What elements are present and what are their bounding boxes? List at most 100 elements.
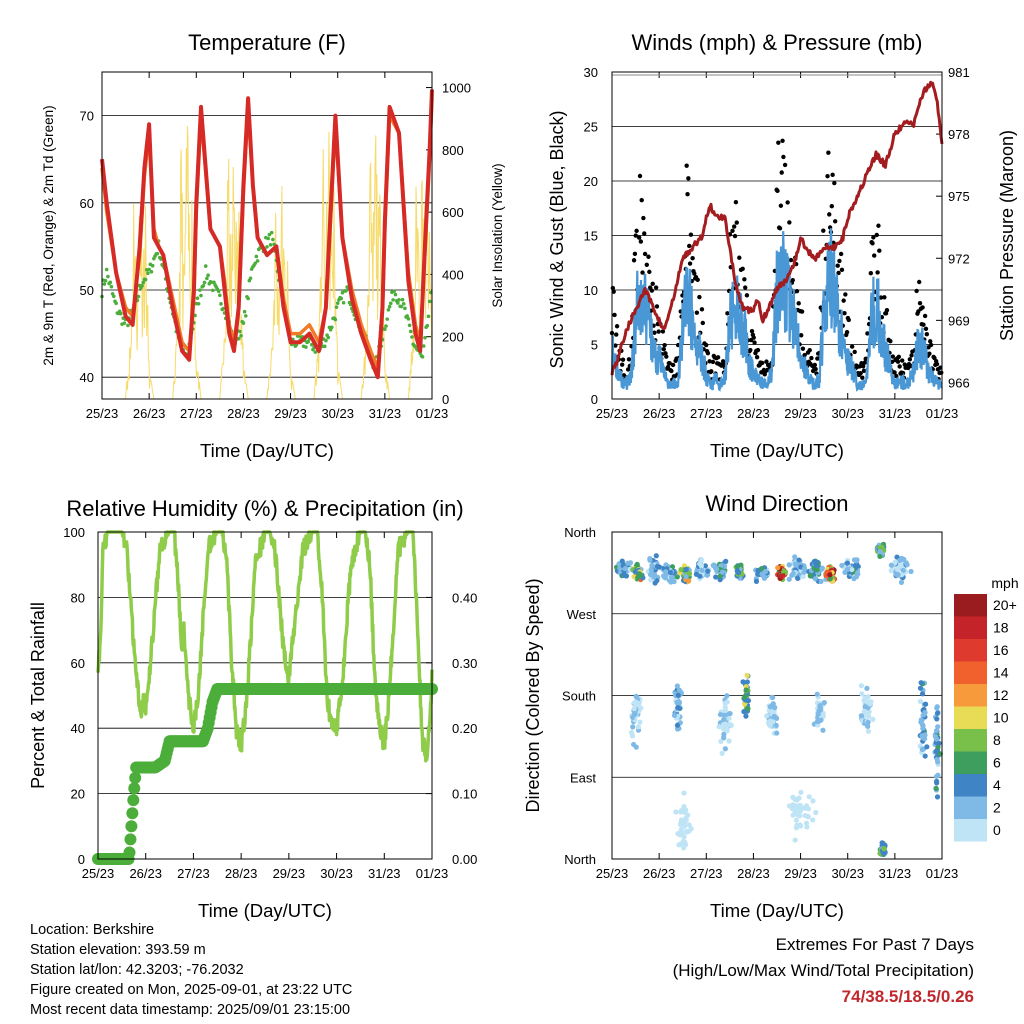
direction-point [818,578,824,585]
gust-point [868,271,874,276]
dewpoint-point [265,245,269,249]
gust-point [733,200,739,205]
gust-point [862,360,868,365]
dewpoint-point [324,338,328,343]
gust-point [732,233,738,239]
gust-point [690,255,695,261]
gust-point [832,180,837,186]
gust-point [896,354,902,359]
y-right-tick-label: 0.40 [452,590,477,605]
direction-point [773,722,779,728]
direction-point [800,573,806,580]
dewpoint-point [268,243,273,247]
y-right-tick-label: 0.00 [452,852,477,867]
gust-point [670,362,676,368]
direction-point [721,716,727,723]
latlon-text: Station lat/lon: 42.3203; -76.2032 [30,962,244,978]
gust-point [654,304,660,309]
direction-point [721,734,727,741]
gust-point [656,329,661,334]
direction-point [654,577,660,584]
direction-point [864,685,870,691]
gust-point [640,270,645,275]
direction-point [772,704,778,711]
gust-point [644,262,649,267]
direction-point [917,685,924,691]
dewpoint-point [246,296,250,301]
gust-point [636,235,642,240]
dewpoint-point [425,323,430,328]
direction-point [745,706,751,712]
gust-point [743,285,748,290]
direction-point [636,701,642,707]
x-tick-label: 01/23 [926,866,959,881]
gust-point [892,370,897,375]
direction-point [762,569,768,575]
gust-point [652,330,657,335]
y-tick-label: 60 [80,196,94,211]
extremes-heading: Extremes For Past 7 Days [775,935,974,954]
gust-point [742,277,747,282]
direction-point [628,729,635,736]
dewpoint-point [198,288,202,292]
direction-point [792,837,798,843]
gust-point [692,271,697,276]
direction-point [880,850,886,856]
direction-point [671,712,678,719]
dewpoint-point [391,298,395,302]
gust-point [715,355,721,360]
dewpoint-point [141,280,146,285]
direction-point [821,700,827,706]
dewpoint-point [221,306,226,311]
gust-point [917,301,923,306]
gust-point [694,310,700,315]
chart-2-ylabel-right: Station Pressure (Maroon) [997,130,1017,341]
chart-4-ylabel: Direction (Colored By Speed) [523,578,543,812]
dewpoint-point [147,267,151,272]
direction-point [637,719,643,725]
gust-point [928,339,933,344]
x-tick-label: 30/23 [321,406,354,421]
direction-point [681,790,687,796]
direction-point [807,573,813,579]
direction-point [922,753,928,759]
direction-point [714,566,720,572]
x-tick-label: 29/23 [784,406,817,421]
extremes-subheading: (High/Low/Max Wind/Total Precipitation) [672,961,974,980]
direction-point [619,558,625,564]
gust-point [934,361,940,367]
gust-point [852,349,857,355]
y-right-tick-label: 975 [948,189,970,204]
direction-point [922,709,928,716]
direction-point [933,728,940,734]
direction-point [632,569,638,575]
dewpoint-point [146,271,150,276]
elevation-text: Station elevation: 393.59 m [30,942,206,958]
y-right-tick-label: 1000 [442,81,471,96]
direction-point [753,578,760,584]
direction-point [636,571,643,577]
dewpoint-point [253,261,258,266]
dewpoint-point [266,236,270,241]
direction-point [866,709,872,715]
direction-point [635,575,641,581]
direction-point [894,572,901,578]
gust-point [665,364,671,370]
direction-point [674,574,680,580]
gust-point [785,200,790,205]
colorbar-level-label: 12 [993,687,1009,703]
direction-point [770,719,776,725]
gust-point [614,324,620,329]
precip-point [128,782,141,795]
dewpoint-point [423,336,427,340]
x-tick-label: 31/23 [879,406,912,421]
gust-point [632,251,638,257]
gust-point [836,270,841,276]
gust-point [838,251,844,257]
direction-point [820,727,826,733]
gust-point [900,358,905,363]
chart-2-xlabel: Time (Day/UTC) [710,440,844,461]
gust-point [777,226,783,231]
dewpoint-point [271,237,275,242]
gust-point [890,354,896,359]
